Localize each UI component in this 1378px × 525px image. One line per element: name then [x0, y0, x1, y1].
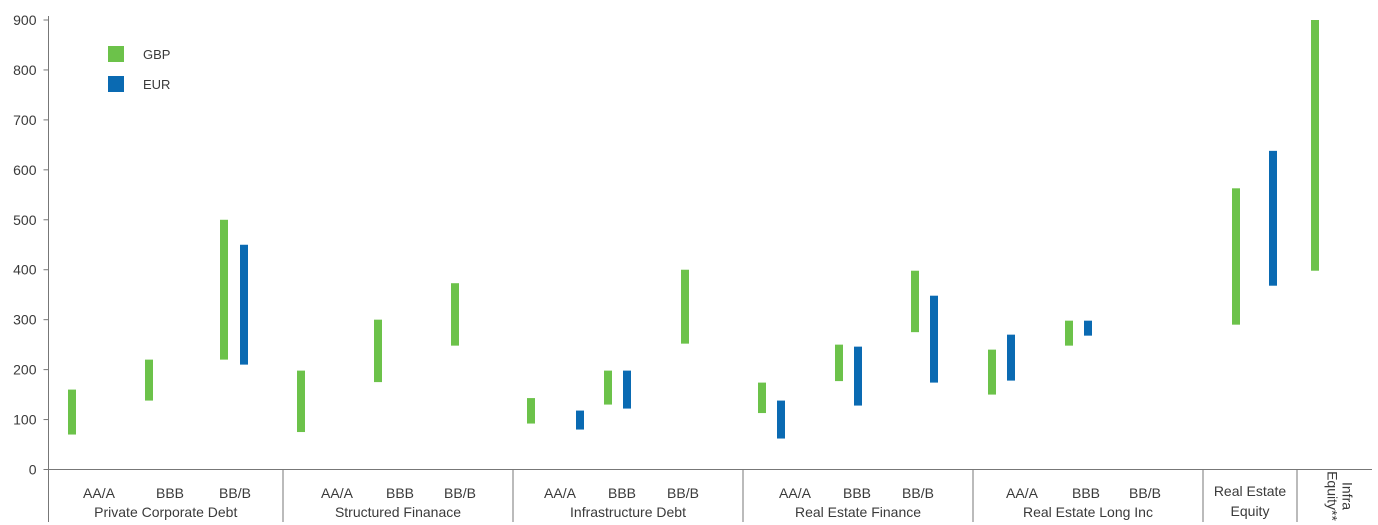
group-label: InfraEquity**	[1324, 471, 1355, 521]
bar-gbp-bbb	[1065, 320, 1073, 346]
bar-gbp-aa-a	[527, 398, 535, 424]
y-tick-label: 900	[13, 12, 37, 28]
y-tick-label: 200	[13, 362, 37, 378]
bar-eur-aa-a	[576, 410, 584, 430]
category-label: BBB	[156, 485, 184, 501]
group-label-line: Real Estate	[1214, 483, 1287, 499]
category-label: BB/B	[1129, 485, 1161, 501]
bar-eur-aa-a	[1007, 334, 1015, 381]
y-tick-label: 300	[13, 312, 37, 328]
group-label-line: Infra	[1340, 482, 1356, 510]
bar-gbp-bb-b	[681, 269, 689, 344]
bar-gbp-aa-a	[297, 370, 305, 433]
category-label: AA/A	[1006, 485, 1039, 501]
y-tick-label: 500	[13, 212, 37, 228]
bar-eur-bbb	[623, 370, 631, 409]
bar-gbp-bbb	[604, 370, 612, 405]
y-tick-label: 600	[13, 162, 37, 178]
group-label-line: Equity	[1231, 503, 1270, 519]
category-label: AA/A	[83, 485, 116, 501]
bar-gbp-bbb	[145, 359, 153, 401]
range-bars	[68, 20, 1319, 439]
category-label: AA/A	[544, 485, 577, 501]
category-label: BB/B	[219, 485, 251, 501]
category-label: BB/B	[667, 485, 699, 501]
bar-gbp-real-estate-equity	[1232, 188, 1240, 325]
category-label: BBB	[386, 485, 414, 501]
bar-gbp-bbb	[374, 319, 382, 383]
y-axis: 0 100 200 300 400 500 600 700 800 900	[13, 12, 49, 478]
legend-label-eur: EUR	[143, 77, 170, 92]
bar-eur-bb-b	[930, 295, 938, 383]
bar-gbp-bb-b	[220, 219, 228, 360]
category-label: AA/A	[321, 485, 354, 501]
category-label: AA/A	[779, 485, 812, 501]
category-label: BBB	[608, 485, 636, 501]
bar-eur-bb-b	[240, 244, 248, 365]
legend-swatch-eur	[108, 76, 124, 92]
category-label: BBB	[1072, 485, 1100, 501]
legend-swatch-gbp	[108, 46, 124, 62]
group-label: Infrastructure Debt	[570, 504, 686, 520]
bar-eur-bbb	[854, 346, 862, 406]
y-tick-label: 700	[13, 112, 37, 128]
category-label: BB/B	[902, 485, 934, 501]
bar-eur-real-estate-equity	[1269, 150, 1277, 286]
category-label: BBB	[843, 485, 871, 501]
bar-gbp-infra-equity-	[1311, 20, 1319, 271]
bar-gbp-bb-b	[451, 283, 459, 346]
y-tick-label: 0	[29, 462, 37, 478]
bar-eur-aa-a	[777, 400, 785, 439]
legend-label-gbp: GBP	[143, 47, 170, 62]
bar-eur-bbb	[1084, 320, 1092, 336]
group-label-line: Equity**	[1324, 471, 1340, 521]
x-axis: AA/A BBB BB/B Private Corporate Debt AA/A BBB…	[48, 469, 1372, 522]
bar-gbp-bbb	[835, 344, 843, 382]
group-label: Private Corporate Debt	[94, 504, 237, 520]
group-label: Real Estate Finance	[795, 504, 921, 520]
y-tick-label: 400	[13, 262, 37, 278]
y-tick-label: 800	[13, 62, 37, 78]
bar-gbp-aa-a	[758, 382, 766, 414]
bar-gbp-bb-b	[911, 270, 919, 333]
bar-gbp-aa-a	[68, 389, 76, 435]
group-label: Real Estate Long Inc	[1023, 504, 1153, 520]
group-label: Structured Finanace	[335, 504, 461, 520]
bar-gbp-aa-a	[988, 349, 996, 395]
legend: GBP EUR	[108, 46, 170, 92]
y-tick-label: 100	[13, 412, 37, 428]
group-label: Real Estate Equity	[1214, 483, 1287, 519]
category-label: BB/B	[444, 485, 476, 501]
